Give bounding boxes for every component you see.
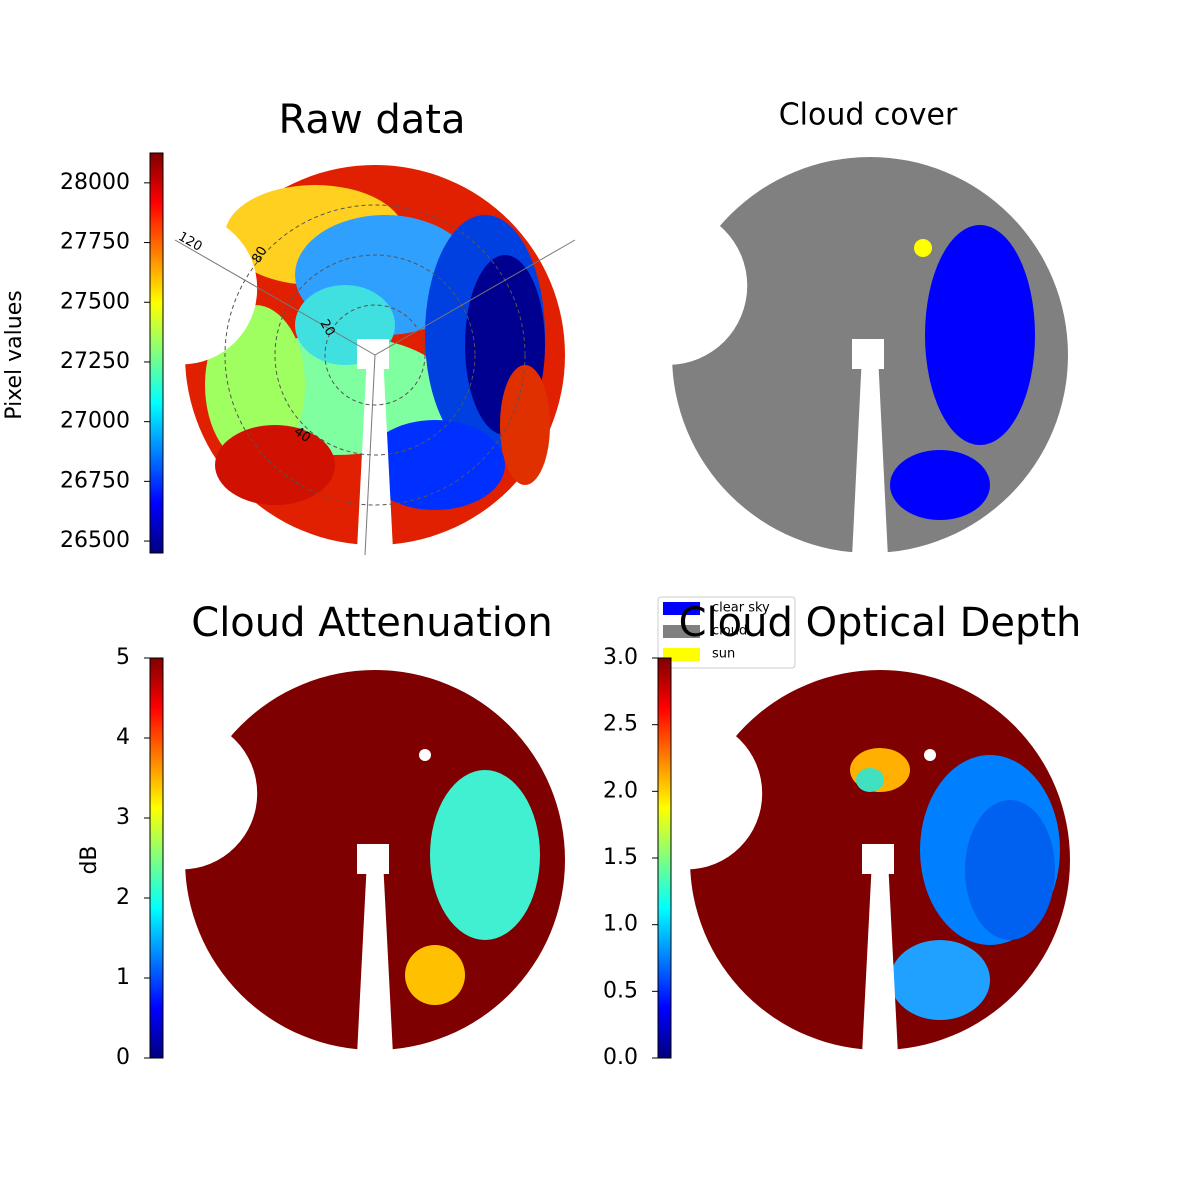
- sky-region: [500, 365, 550, 485]
- colorbar-tick-label: 27250: [60, 349, 130, 374]
- sky-region: [856, 768, 884, 792]
- polar-spoke: [364, 354, 376, 556]
- colorbar-tick-label: 0.0: [603, 1045, 638, 1070]
- legend-label: sun: [712, 647, 735, 662]
- polar-label: 20: [316, 317, 337, 339]
- colorbar-tick-label: 28000: [60, 170, 130, 195]
- sky-region: [215, 425, 335, 505]
- mask-notch: [588, 206, 748, 365]
- legend-patch: [663, 625, 700, 638]
- legend-patch: [663, 648, 700, 661]
- colorbar-tick-label: 26750: [60, 468, 130, 493]
- legend-label: clear sky: [712, 601, 770, 616]
- sky-region: [365, 420, 505, 510]
- sky-region: [924, 749, 936, 761]
- sky-region: [890, 940, 990, 1020]
- colorbar-tick-label: 0.5: [603, 978, 638, 1003]
- colorbar-tick-label: 1.0: [603, 912, 638, 937]
- polar-spoke: [374, 239, 576, 356]
- panel-title: Cloud cover: [779, 98, 958, 133]
- sky-region: [965, 800, 1055, 940]
- colorbar-label: dB: [77, 845, 102, 874]
- mask-block: [862, 844, 894, 874]
- sky-region: [430, 770, 540, 940]
- sky-image: [588, 157, 1068, 558]
- sky-image: [105, 165, 565, 550]
- sky-region: [914, 239, 932, 257]
- mask-notch: [105, 212, 258, 365]
- colorbar-tick-label: 2.0: [603, 778, 638, 803]
- colorbar: [657, 657, 672, 1059]
- panel-title: Cloud Optical Depth: [679, 600, 1082, 646]
- colorbar-label: Pixel values: [2, 290, 27, 419]
- colorbar-tick-label: 4: [116, 725, 130, 750]
- sky-image: [610, 670, 1070, 1055]
- colorbar-tick-label: 2.5: [603, 712, 638, 737]
- panel-title: Cloud Attenuation: [191, 600, 552, 646]
- polar-ring: [224, 204, 526, 506]
- legend-patch: [663, 602, 700, 615]
- polar-spoke: [174, 239, 376, 356]
- panel-title: Raw data: [279, 97, 466, 143]
- mask-notch: [105, 717, 258, 870]
- sky-region: [419, 749, 431, 761]
- colorbar-tick-label: 3: [116, 805, 130, 830]
- mask-arm: [357, 860, 393, 1055]
- mask-block: [357, 844, 389, 874]
- sky-region: [405, 945, 465, 1005]
- polar-label: 80: [249, 244, 270, 266]
- colorbar-tick-label: 3.0: [603, 645, 638, 670]
- mask-block: [852, 339, 884, 369]
- legend-label: cloud: [712, 624, 747, 639]
- colorbar-tick-label: 2: [116, 885, 130, 910]
- colorbar-tick-label: 0: [116, 1045, 130, 1070]
- sky-region: [890, 450, 990, 520]
- sky-image: [105, 670, 565, 1055]
- colorbar-tick-label: 27000: [60, 409, 130, 434]
- colorbar: [149, 657, 164, 1059]
- sky-region: [925, 225, 1035, 445]
- mask-arm: [862, 860, 898, 1055]
- colorbar-tick-label: 27750: [60, 230, 130, 255]
- colorbar-tick-label: 1.5: [603, 845, 638, 870]
- polar-ring: [274, 254, 476, 456]
- colorbar-tick-label: 5: [116, 645, 130, 670]
- mask-arm: [852, 355, 888, 558]
- colorbar-tick-label: 27500: [60, 289, 130, 314]
- polar-ring: [324, 304, 426, 406]
- mask-notch: [610, 717, 763, 870]
- colorbar: [149, 152, 164, 554]
- colorbar-tick-label: 1: [116, 965, 130, 990]
- colorbar-tick-label: 26500: [60, 528, 130, 553]
